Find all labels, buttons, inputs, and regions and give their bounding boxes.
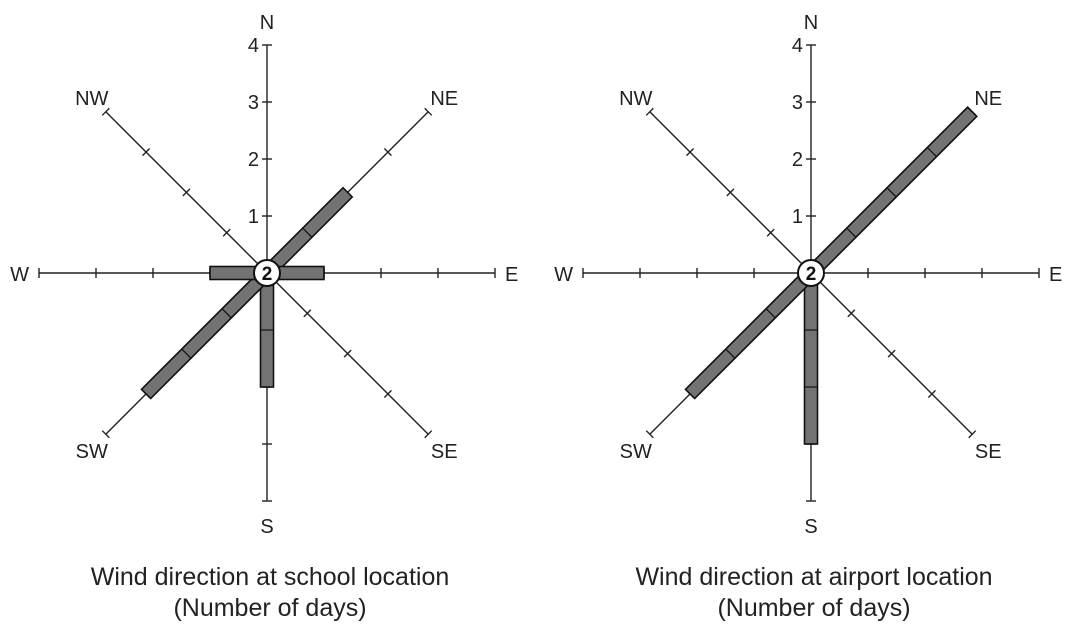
- school-tick-label-3: 3: [248, 92, 259, 114]
- airport-tick-se-3: [927, 389, 936, 398]
- school-tick-se-4: [424, 430, 433, 439]
- airport-wind-rose-svg: N NE E SE S SW W NW 1 2 3 4 2: [554, 12, 1062, 538]
- airport-chart-title: Wind direction at airport location: [635, 563, 993, 591]
- school-tick-se-1: [303, 309, 312, 318]
- airport-tick-label-4: 4: [792, 35, 803, 57]
- airport-bar-divider-ne-2: [886, 187, 897, 198]
- school-tick-label-2: 2: [248, 149, 259, 171]
- school-wind-rose: N NE E SE S SW W NW 1 2 3 4 2 Wind direction at scho…: [0, 0, 540, 624]
- airport-label-w: W: [554, 264, 573, 286]
- airport-bars: [684, 106, 978, 445]
- school-bar-s: [259, 272, 275, 388]
- school-bar-divider-sw-1: [221, 308, 232, 319]
- airport-tick-se-1: [847, 309, 856, 318]
- school-label-nw: NW: [75, 88, 108, 110]
- airport-label-se: SE: [975, 441, 1002, 463]
- airport-tick-nw-3: [686, 148, 695, 157]
- school-tick-sw-4: [101, 430, 110, 439]
- school-tick-ne-4: [424, 107, 433, 116]
- airport-bar-s: [803, 272, 819, 445]
- airport-label-n: N: [804, 12, 818, 34]
- airport-bar-divider-sw-1: [765, 308, 776, 319]
- school-label-n: N: [260, 12, 274, 34]
- airport-axes: N NE E SE S SW W NW 1 2 3 4: [554, 12, 1062, 538]
- airport-chart-subtitle: (Number of days): [717, 594, 911, 622]
- airport-label-s: S: [804, 516, 817, 538]
- airport-bar-rect-sw: [684, 267, 817, 400]
- school-label-w: W: [10, 264, 29, 286]
- airport-tick-nw-1: [766, 228, 775, 237]
- school-bar-rect-sw: [140, 267, 273, 400]
- airport-bar-divider-ne-1: [846, 227, 857, 238]
- airport-bar-divider-ne-3: [926, 147, 937, 158]
- school-label-ne: NE: [430, 88, 458, 110]
- airport-center-value: 2: [806, 264, 817, 285]
- school-center-circle: [253, 259, 281, 287]
- airport-label-e: E: [1049, 264, 1062, 286]
- school-bar-divider-sw-2: [181, 348, 192, 359]
- school-tick-nw-2: [182, 188, 191, 197]
- airport-bar-ne: [805, 106, 978, 279]
- school-tick-label-4: 4: [248, 35, 259, 57]
- airport-tick-label-1: 1: [792, 206, 803, 228]
- airport-label-ne: NE: [974, 88, 1002, 110]
- airport-label-sw: SW: [620, 441, 652, 463]
- school-center-value: 2: [262, 264, 273, 285]
- airport-tick-se-4: [968, 430, 977, 439]
- airport-bar-sw: [684, 267, 817, 400]
- airport-tick-se-2: [887, 349, 896, 358]
- airport-center-circle: [797, 259, 825, 287]
- school-label-se: SE: [431, 441, 458, 463]
- school-tick-nw-4: [101, 107, 110, 116]
- airport-bar-rect-s: [803, 272, 819, 445]
- school-chart-title: Wind direction at school location: [90, 563, 450, 591]
- school-label-s: S: [260, 516, 273, 538]
- airport-wind-rose: N NE E SE S SW W NW 1 2 3 4 2 Wind direction at airp…: [544, 0, 1084, 624]
- airport-tick-label-2: 2: [792, 149, 803, 171]
- school-tick-label-1: 1: [248, 206, 259, 228]
- airport-tick-label-3: 3: [792, 92, 803, 114]
- school-tick-se-2: [343, 349, 352, 358]
- school-chart-subtitle: (Number of days): [173, 594, 367, 622]
- school-tick-ne-3: [383, 148, 392, 157]
- airport-tick-sw-4: [645, 430, 654, 439]
- school-label-sw: SW: [76, 441, 108, 463]
- school-tick-nw-1: [222, 228, 231, 237]
- airport-bar-divider-sw-2: [725, 348, 736, 359]
- school-tick-nw-3: [142, 148, 151, 157]
- school-tick-se-3: [383, 389, 392, 398]
- school-bar-sw: [140, 267, 273, 400]
- school-bars: [140, 186, 354, 400]
- school-label-e: E: [505, 264, 518, 286]
- airport-tick-nw-4: [645, 107, 654, 116]
- airport-label-nw: NW: [619, 88, 652, 110]
- airport-tick-nw-2: [726, 188, 735, 197]
- school-wind-rose-svg: N NE E SE S SW W NW 1 2 3 4 2: [10, 12, 518, 538]
- school-bar-divider-ne-1: [302, 227, 313, 238]
